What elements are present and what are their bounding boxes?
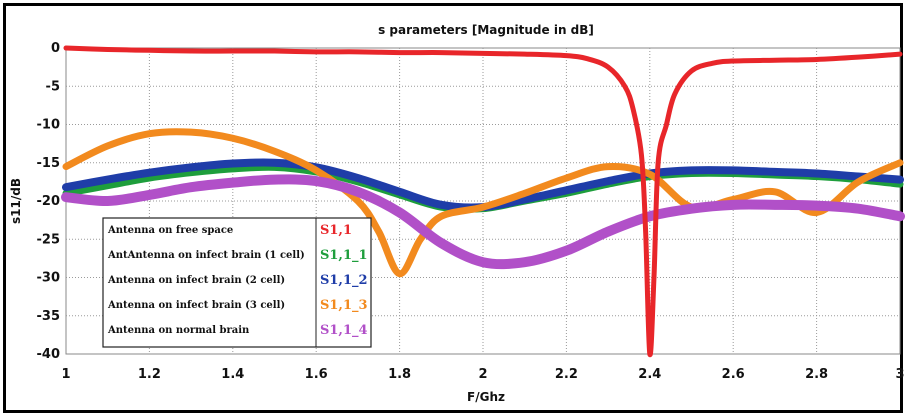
x-tick-label: 1 xyxy=(61,367,70,382)
legend-series-name: S1,1_4 xyxy=(320,323,368,338)
x-tick-label: 1.2 xyxy=(138,367,161,382)
y-tick-label: -5 xyxy=(46,79,60,94)
legend: Antenna on free space S1,1 AntAntenna on i… xyxy=(102,217,372,348)
y-axis-title: s11/dB xyxy=(9,178,23,224)
legend-description: AntAntenna on infect brain (1 cell) xyxy=(107,250,305,261)
series-line-4 xyxy=(61,174,905,270)
y-tick-label: -10 xyxy=(37,118,61,133)
x-tick-label: 2.8 xyxy=(805,367,828,382)
x-tick-label: 2.4 xyxy=(638,367,661,382)
series-layer xyxy=(61,45,905,358)
y-tick-label: -25 xyxy=(37,232,61,247)
x-tick-label: 2.6 xyxy=(722,367,745,382)
legend-description: Antenna on normal brain xyxy=(107,325,250,336)
y-tick-label: -40 xyxy=(37,347,61,362)
x-tick-label: 2.2 xyxy=(555,367,578,382)
chart-title: s parameters [Magnitude in dB] xyxy=(378,23,594,37)
x-tick-label: 1.8 xyxy=(388,367,411,382)
y-tick-label: -30 xyxy=(37,271,61,286)
series-line-0 xyxy=(63,45,903,358)
tick-labels: 1 1.2 1.4 1.6 1.8 2 2.2 2.4 2.6 2.8 3 0 -5 -10 -15 -20 -… xyxy=(37,41,905,382)
legend-description: Antenna on infect brain (3 cell) xyxy=(107,300,285,311)
legend-description: Antenna on infect brain (2 cell) xyxy=(107,275,285,286)
legend-series-name: S1,1_3 xyxy=(320,298,368,313)
y-tick-label: -20 xyxy=(37,194,61,209)
legend-description: Antenna on free space xyxy=(107,225,233,236)
y-tick-label: -15 xyxy=(37,156,61,171)
legend-series-name: S1,1_2 xyxy=(320,273,368,288)
series-line-3 xyxy=(62,128,904,278)
legend-box xyxy=(102,217,372,348)
x-tick-label: 2 xyxy=(478,367,487,382)
x-tick-label: 3 xyxy=(895,367,904,382)
x-tick-label: 1.6 xyxy=(305,367,328,382)
y-tick-label: 0 xyxy=(51,41,60,56)
x-axis-title: F/Ghz xyxy=(467,390,505,404)
legend-series-name: S1,1 xyxy=(320,223,352,238)
x-tick-label: 1.4 xyxy=(221,367,244,382)
y-tick-label: -35 xyxy=(37,309,61,324)
legend-series-name: S1,1_1 xyxy=(320,248,368,263)
